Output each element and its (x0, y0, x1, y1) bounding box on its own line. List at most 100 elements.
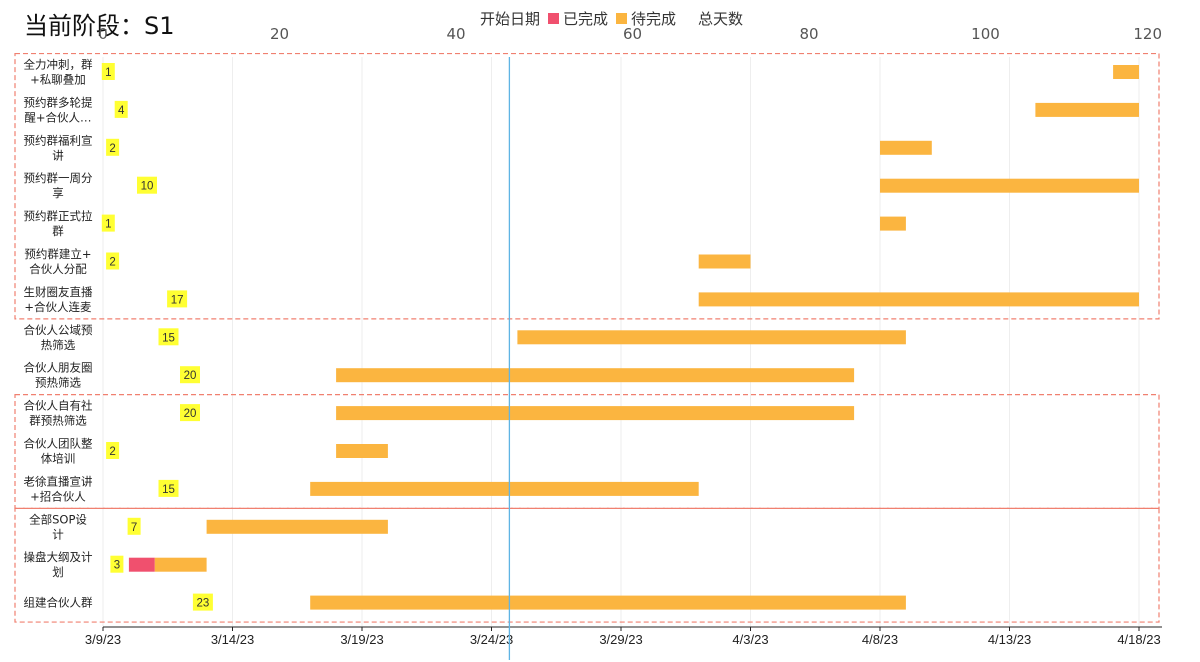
pending-bar (698, 292, 1139, 307)
total-days-tag (106, 138, 120, 156)
total-days-label: 3 (114, 560, 120, 572)
pending-bar (154, 557, 207, 572)
top-axis-tick-label: 100 (971, 25, 1000, 43)
legend-item-start-date: 开始日期 (480, 8, 540, 29)
legend-label-pending: 待完成 (631, 10, 677, 28)
completed-bar (128, 557, 155, 572)
total-days-label: 7 (131, 522, 137, 534)
top-axis-tick-label: 120 (1133, 25, 1162, 43)
total-days-label: 23 (197, 598, 210, 610)
legend-item-total-days: 总天数 (698, 8, 743, 29)
pending-bar (698, 254, 751, 269)
pending-bar (336, 368, 855, 383)
task-name-label: 预约群多轮提 (24, 95, 93, 109)
task-name-label: 操盘大纲及计 (24, 550, 93, 564)
x-axis-tick-label: 3/9/23 (85, 632, 121, 647)
top-axis-tick-label: 20 (270, 25, 289, 43)
total-days-tag (158, 328, 179, 346)
task-name-label: 合伙人分配 (29, 262, 87, 276)
task-name-label: 群预热筛选 (29, 414, 87, 428)
total-days-tag (106, 442, 120, 459)
chart-legend: 开始日期 已完成 待完成 总天数 (480, 8, 751, 29)
task-name-label: 合伙人公域预 (24, 323, 93, 337)
top-axis-tick-label: 0 (98, 25, 108, 43)
task-name-label: 合伙人朋友圈 (24, 361, 93, 375)
total-days-tag (110, 555, 124, 573)
total-days-tag (137, 176, 157, 194)
task-name-label: 群 (52, 224, 64, 238)
total-days-label: 2 (109, 257, 115, 269)
total-days-label: 15 (162, 332, 175, 344)
x-axis-tick-label: 3/14/23 (211, 632, 254, 647)
task-name-label: 老徐直播宣讲 (24, 474, 93, 488)
task-name-label: 享 (52, 186, 64, 200)
task-name-label: 热筛选 (41, 338, 76, 352)
task-name-label: 预约群一周分 (24, 171, 93, 185)
top-axis-tick-label: 80 (799, 25, 818, 43)
top-axis-tick-label: 60 (623, 25, 642, 43)
page-title: 当前阶段：S1 (24, 12, 175, 40)
legend-item-pending: 待完成 (616, 8, 676, 29)
pending-bar (310, 595, 906, 610)
pending-bar (1035, 102, 1139, 117)
task-group-frame (14, 507, 1160, 623)
task-name-label: 合伙人团队整 (24, 437, 93, 451)
task-name-label: 讲 (52, 148, 64, 162)
total-days-tag (101, 214, 115, 232)
legend-swatch-completed (548, 13, 560, 24)
legend-item-completed: 已完成 (548, 8, 608, 29)
total-days-tag (192, 593, 213, 611)
total-days-label: 2 (109, 446, 115, 458)
x-axis-tick-label: 4/8/23 (862, 632, 898, 647)
task-name-label: 预约群福利宣 (24, 133, 93, 147)
task-group-frame (14, 52, 1160, 320)
total-days-label: 4 (118, 105, 125, 117)
total-days-tag (180, 366, 200, 384)
pending-bar (206, 519, 388, 534)
x-axis-tick-label: 4/18/23 (1117, 632, 1160, 647)
legend-swatch-pending (616, 13, 628, 24)
total-days-label: 15 (162, 484, 175, 496)
pending-bar (880, 140, 932, 155)
task-name-label: 预热筛选 (35, 376, 81, 390)
pending-bar (880, 216, 906, 231)
task-name-label: 预约群建立+ (24, 247, 91, 261)
task-name-label: 醒+合伙人… (24, 110, 91, 124)
total-days-label: 1 (105, 219, 111, 231)
task-name-label: +私聊叠加 (30, 73, 86, 87)
x-axis-tick-label: 4/3/23 (732, 632, 768, 647)
pending-bar (880, 178, 1139, 193)
pending-bar (336, 406, 855, 421)
x-axis-tick-label: 3/19/23 (340, 632, 383, 647)
top-axis-tick-label: 40 (446, 25, 465, 43)
total-days-tag (101, 63, 115, 80)
task-name-label: 全部SOP设 (29, 512, 87, 526)
task-name-label: +合伙人连麦 (24, 300, 92, 314)
total-days-tag (158, 479, 179, 497)
total-days-label: 20 (184, 408, 197, 420)
task-name-label: 组建合伙人群 (24, 596, 93, 610)
x-axis-tick-label: 4/13/23 (988, 632, 1031, 647)
task-name-label: 全力冲刺，群 (24, 58, 93, 72)
task-group-frame (14, 394, 1160, 509)
task-name-label: 生财圈友直播 (24, 285, 93, 299)
task-name-label: 划 (52, 565, 64, 579)
pending-bar (310, 481, 699, 496)
total-days-tag (114, 100, 128, 118)
pending-bar (517, 330, 906, 345)
task-name-label: 合伙人自有社 (24, 399, 93, 413)
legend-label-completed: 已完成 (563, 10, 609, 28)
total-days-label: 2 (109, 143, 115, 155)
task-name-label: 预约群正式拉 (24, 209, 93, 223)
total-days-label: 17 (171, 294, 184, 306)
legend-label-total-days: 总天数 (698, 10, 744, 28)
total-days-tag (167, 290, 188, 308)
total-days-label: 1 (105, 67, 111, 79)
task-name-label: 体培训 (41, 452, 76, 466)
task-name-label: +招合伙人 (30, 489, 86, 503)
total-days-label: 20 (184, 370, 197, 382)
task-name-label: 计 (52, 527, 64, 541)
total-days-tag (180, 404, 200, 422)
x-axis-tick-label: 3/29/23 (599, 632, 642, 647)
